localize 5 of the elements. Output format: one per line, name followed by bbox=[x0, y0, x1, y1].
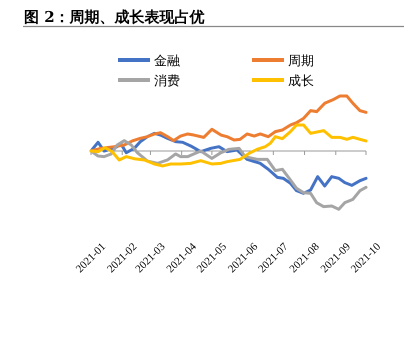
legend-label: 周期 bbox=[288, 54, 314, 69]
legend-label: 金融 bbox=[154, 54, 180, 69]
legend-label: 消费 bbox=[154, 74, 180, 89]
chart-title: 图 2：周期、成长表现占优 bbox=[24, 8, 205, 26]
legend-label: 成长 bbox=[288, 74, 314, 89]
